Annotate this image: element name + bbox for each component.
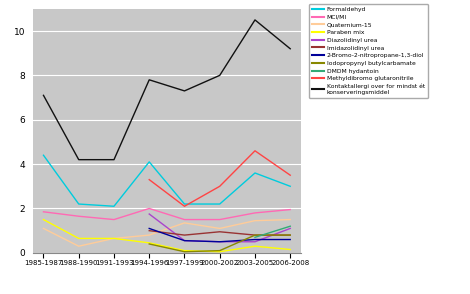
Legend: Formaldehyd, MCI/MI, Quaternium-15, Paraben mix, Diazolidinyl urea, Imidazolidin: Formaldehyd, MCI/MI, Quaternium-15, Para…: [309, 4, 428, 98]
